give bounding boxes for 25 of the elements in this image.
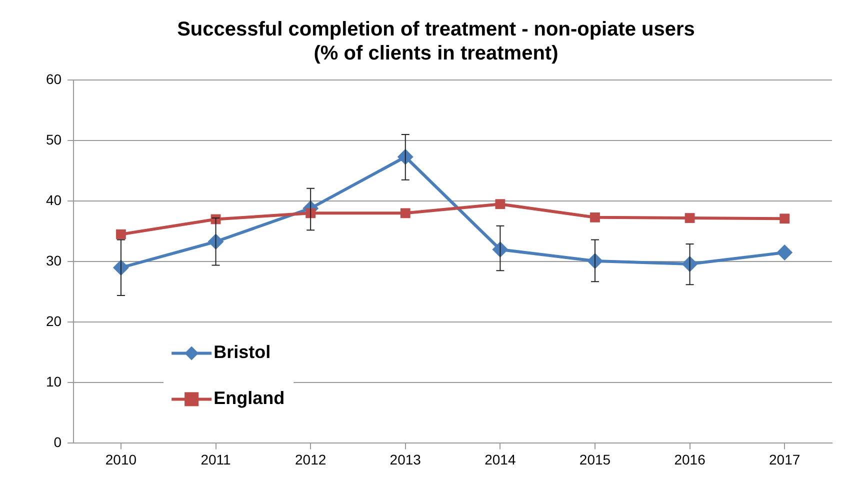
y-tick-label: 10 (46, 374, 62, 390)
x-tick-label: 2015 (579, 451, 611, 468)
y-tick-label: 30 (46, 252, 62, 268)
point (684, 213, 695, 223)
point (590, 212, 600, 222)
chart-title: Successful completion of treatment - non-opiate users (% of clients in treatment) (177, 18, 695, 65)
y-tick-label: 60 (46, 70, 62, 87)
y-tick-label: 50 (46, 131, 62, 148)
x-tick-label: 2012 (295, 451, 326, 468)
x-tick-label: 2010 (105, 451, 137, 468)
x-tick-label: 2017 (769, 451, 800, 468)
point (400, 208, 410, 218)
legend-label: Bristol (214, 342, 271, 362)
x-tick-label: 2011 (200, 451, 232, 468)
point (495, 199, 506, 210)
point (780, 214, 790, 224)
y-tick-label: 20 (46, 312, 62, 329)
x-tick-label: 2014 (484, 451, 516, 468)
legend-label: England (214, 388, 285, 408)
y-tick-label: 0 (54, 434, 62, 450)
point (116, 229, 126, 240)
y-tick-label: 40 (46, 192, 62, 208)
x-tick-label: 2016 (674, 451, 706, 468)
point (776, 244, 793, 261)
x-tick-label: 2013 (390, 451, 422, 468)
